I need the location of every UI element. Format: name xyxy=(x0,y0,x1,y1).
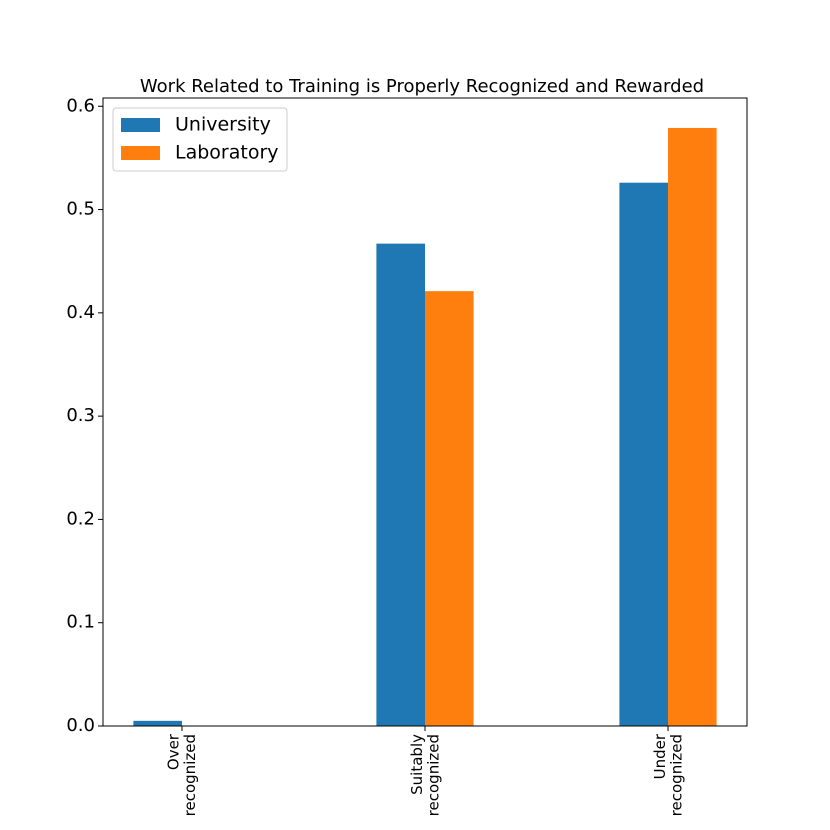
legend-swatch xyxy=(121,118,160,132)
chart-title: Work Related to Training is Properly Rec… xyxy=(140,76,704,97)
legend-swatch xyxy=(121,146,160,160)
bar xyxy=(668,127,717,726)
x-tick-label-line: recognized xyxy=(424,734,442,816)
y-tick-label: 0.2 xyxy=(66,508,95,529)
x-tick-label-line: recognized xyxy=(181,734,199,816)
x-tick-label: Overrecognized xyxy=(164,733,199,816)
bar xyxy=(619,182,669,726)
y-tick-label: 0.6 xyxy=(66,95,95,116)
bar xyxy=(425,291,474,726)
y-tick-label: 0.3 xyxy=(66,405,95,426)
bar xyxy=(376,243,425,726)
x-tick-label: Suitablyrecognized xyxy=(407,734,442,816)
bar xyxy=(133,720,182,726)
plot-frame xyxy=(102,97,748,727)
y-tick-label: 0.5 xyxy=(66,199,95,220)
y-tick-label: 0.1 xyxy=(66,612,95,633)
x-tick-label-line: Over xyxy=(164,733,182,770)
legend-label: Laboratory xyxy=(175,142,279,164)
y-tick-label: 0.4 xyxy=(66,302,95,323)
x-tick-label-line: Suitably xyxy=(407,734,425,795)
x-tick-label-line: recognized xyxy=(667,734,685,816)
y-tick-label: 0.0 xyxy=(66,715,95,736)
x-tick-label-line: Under xyxy=(650,733,668,779)
x-tick-label: Underrecognized xyxy=(650,733,685,816)
legend-label: University xyxy=(175,114,271,136)
